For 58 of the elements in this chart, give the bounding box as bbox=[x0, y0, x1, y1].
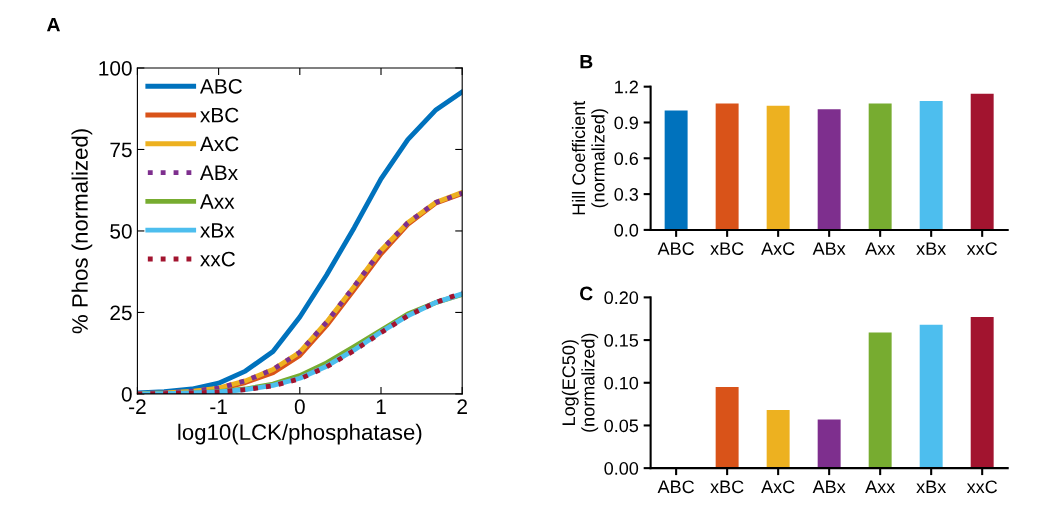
y-axis-title: Log(EC50) (normalized) bbox=[561, 333, 599, 432]
y-axis-title: % Phos (normalized) bbox=[71, 129, 93, 334]
y-tick-label: 100 bbox=[99, 60, 132, 76]
bar bbox=[817, 109, 841, 230]
legend-label: ABx bbox=[199, 165, 238, 180]
x-tick-label: AxC bbox=[761, 480, 795, 494]
y-tick-label: 0.00 bbox=[604, 462, 639, 475]
bar bbox=[664, 110, 688, 230]
y-tick-label: 0.9 bbox=[614, 116, 638, 130]
bar bbox=[766, 410, 790, 469]
x-tick-label: xxC bbox=[966, 242, 998, 255]
chart-title: A bbox=[46, 17, 60, 32]
x-tick-label: xBx bbox=[916, 242, 947, 255]
x-tick-label: ABC bbox=[657, 242, 694, 255]
legend-label: ABC bbox=[199, 78, 242, 94]
y-tick-label: 75 bbox=[110, 142, 132, 158]
y-tick-label: 0.6 bbox=[614, 152, 639, 166]
x-tick-label: 1 bbox=[376, 399, 386, 414]
y-tick-label: 0.3 bbox=[614, 188, 639, 201]
y-tick-label: 0.20 bbox=[604, 291, 639, 305]
bar bbox=[766, 105, 790, 230]
chart-title: B bbox=[580, 54, 593, 69]
legend-label: xBx bbox=[200, 223, 235, 238]
bar bbox=[868, 332, 892, 469]
x-tick-label: xxC bbox=[966, 480, 998, 494]
x-axis-title: log10(LCK/phosphatase) bbox=[178, 423, 422, 445]
x-tick-label: xBx bbox=[916, 480, 947, 494]
y-tick-label: 50 bbox=[110, 223, 132, 239]
x-tick-label: 2 bbox=[457, 399, 467, 414]
bar bbox=[868, 103, 892, 230]
x-tick-label: -1 bbox=[210, 399, 227, 414]
x-tick-label: ABC bbox=[657, 480, 694, 494]
x-tick-label: xBC bbox=[710, 480, 744, 494]
legend-label: xBC bbox=[200, 107, 239, 123]
y-tick-label: 0.0 bbox=[614, 223, 639, 237]
y-tick-label: 1.2 bbox=[615, 80, 638, 94]
bar bbox=[970, 93, 994, 230]
bar bbox=[970, 317, 994, 469]
x-tick-label: xBC bbox=[710, 242, 744, 255]
legend-label: AxC bbox=[199, 136, 239, 152]
x-tick-label: AxC bbox=[761, 242, 795, 255]
bar bbox=[919, 324, 943, 469]
y-tick-label: 0.10 bbox=[604, 376, 639, 390]
y-axis-title: Hill Coefficient (normalized) bbox=[571, 100, 609, 215]
y-tick-label: 0.05 bbox=[604, 419, 639, 433]
x-tick-label: ABx bbox=[812, 242, 846, 255]
x-tick-label: 0 bbox=[294, 399, 305, 415]
bar bbox=[715, 103, 739, 230]
y-tick-label: 25 bbox=[110, 305, 132, 321]
bar bbox=[715, 387, 739, 469]
legend-label: Axx bbox=[199, 194, 235, 209]
x-tick-label: ABx bbox=[812, 480, 846, 494]
chart-title: C bbox=[580, 286, 593, 301]
x-tick-label: Axx bbox=[865, 480, 896, 494]
y-tick-label: 0.15 bbox=[604, 334, 639, 347]
x-tick-label: Axx bbox=[865, 242, 896, 255]
bar bbox=[919, 101, 943, 230]
bar bbox=[817, 419, 841, 469]
